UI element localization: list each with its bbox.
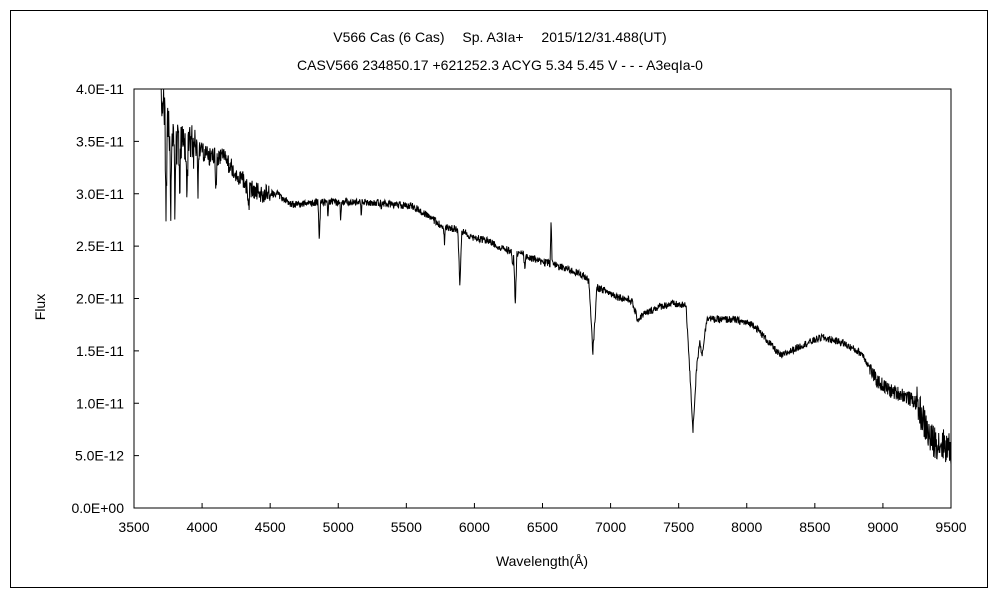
x-tick-label: 5500 (391, 519, 422, 535)
spectrum-line (160, 88, 952, 465)
x-tick-label: 5000 (323, 519, 354, 535)
x-tick-label: 7500 (663, 519, 694, 535)
chart-title: V566 Cas (6 Cas) Sp. A3Ia+ 2015/12/31.48… (333, 29, 666, 45)
y-tick-label: 0.0E+00 (71, 500, 124, 516)
x-tick-label: 3500 (118, 519, 149, 535)
y-tick-label: 1.5E-11 (76, 343, 124, 359)
x-axis-title: Wavelength(Å) (496, 553, 588, 569)
x-tick-label: 4000 (187, 519, 218, 535)
y-tick-label: 3.0E-11 (76, 186, 124, 202)
y-axis: 0.0E+00 5.0E-12 1.0E-11 1.5E-11 2.0E-11 2.5E-… (71, 81, 139, 516)
y-tick-label: 1.0E-11 (76, 395, 124, 411)
y-tick-label: 3.5E-11 (76, 133, 124, 149)
y-tick-label: 5.0E-12 (75, 448, 124, 464)
x-tick-label: 9500 (935, 519, 966, 535)
y-tick-label: 2.5E-11 (76, 238, 124, 254)
x-tick-label: 8500 (799, 519, 830, 535)
x-tick-label: 8000 (731, 519, 762, 535)
x-axis: 3500 4000 4500 5000 5500 6000 6500 7000 7500 8000… (118, 503, 967, 535)
x-tick-label: 4500 (255, 519, 286, 535)
x-tick-label: 6000 (459, 519, 490, 535)
y-tick-label: 2.0E-11 (76, 291, 124, 307)
x-tick-label: 9000 (867, 519, 898, 535)
chart-subtitle: CASV566 234850.17 +621252.3 ACYG 5.34 5.… (297, 57, 703, 73)
x-tick-label: 6500 (527, 519, 558, 535)
plot-area (133, 88, 952, 509)
x-tick-label: 7000 (595, 519, 626, 535)
y-axis-title: Flux (32, 294, 48, 320)
y-tick-label: 4.0E-11 (76, 81, 124, 97)
